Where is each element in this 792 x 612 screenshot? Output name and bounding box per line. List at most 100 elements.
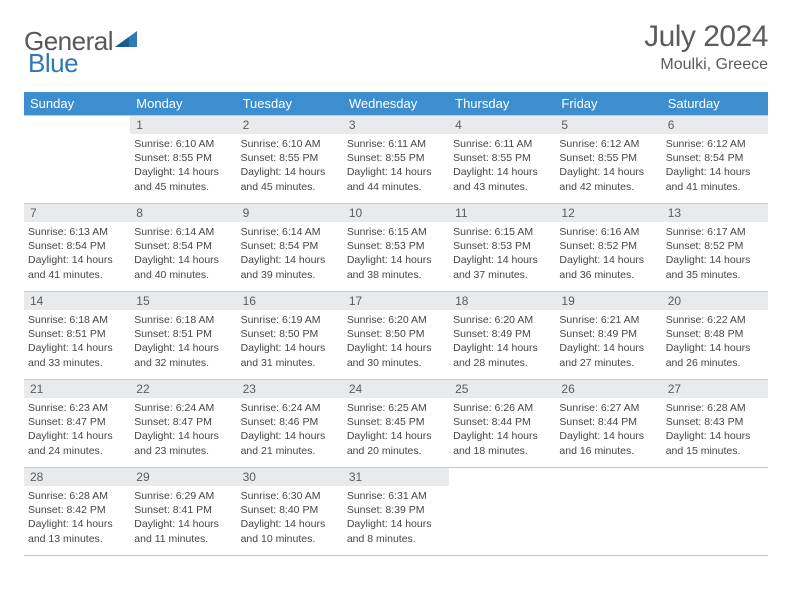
sunset-line: Sunset: 8:54 PM [666,151,764,165]
day-number: 2 [237,116,343,134]
sunrise-line: Sunrise: 6:15 AM [347,225,445,239]
sunrise-line: Sunrise: 6:24 AM [134,401,232,415]
calendar-cell: 8Sunrise: 6:14 AMSunset: 8:54 PMDaylight… [130,204,236,292]
day-number: 17 [343,292,449,310]
daylight-line: Daylight: 14 hours and 44 minutes. [347,165,445,193]
weekday-header: Saturday [662,92,768,116]
sunrise-line: Sunrise: 6:23 AM [28,401,126,415]
sunrise-line: Sunrise: 6:30 AM [241,489,339,503]
daylight-line: Daylight: 14 hours and 36 minutes. [559,253,657,281]
day-number: 10 [343,204,449,222]
day-number: 4 [449,116,555,134]
day-number: 19 [555,292,661,310]
daylight-line: Daylight: 14 hours and 41 minutes. [666,165,764,193]
calendar-cell: 17Sunrise: 6:20 AMSunset: 8:50 PMDayligh… [343,292,449,380]
day-details: Sunrise: 6:10 AMSunset: 8:55 PMDaylight:… [130,134,236,198]
sunrise-line: Sunrise: 6:27 AM [559,401,657,415]
sunset-line: Sunset: 8:47 PM [134,415,232,429]
sunrise-line: Sunrise: 6:16 AM [559,225,657,239]
sunset-line: Sunset: 8:51 PM [28,327,126,341]
day-details: Sunrise: 6:31 AMSunset: 8:39 PMDaylight:… [343,486,449,550]
daylight-line: Daylight: 14 hours and 21 minutes. [241,429,339,457]
daylight-line: Daylight: 14 hours and 27 minutes. [559,341,657,369]
sunset-line: Sunset: 8:52 PM [559,239,657,253]
day-number: 5 [555,116,661,134]
day-details: Sunrise: 6:29 AMSunset: 8:41 PMDaylight:… [130,486,236,550]
sunrise-line: Sunrise: 6:20 AM [347,313,445,327]
calendar-cell: 15Sunrise: 6:18 AMSunset: 8:51 PMDayligh… [130,292,236,380]
daylight-line: Daylight: 14 hours and 43 minutes. [453,165,551,193]
daylight-line: Daylight: 14 hours and 40 minutes. [134,253,232,281]
sunset-line: Sunset: 8:54 PM [241,239,339,253]
day-number: 18 [449,292,555,310]
daylight-line: Daylight: 14 hours and 37 minutes. [453,253,551,281]
daylight-line: Daylight: 14 hours and 45 minutes. [134,165,232,193]
day-number: 14 [24,292,130,310]
sunrise-line: Sunrise: 6:25 AM [347,401,445,415]
day-number: 9 [237,204,343,222]
day-details: Sunrise: 6:20 AMSunset: 8:50 PMDaylight:… [343,310,449,374]
calendar-cell: 7Sunrise: 6:13 AMSunset: 8:54 PMDaylight… [24,204,130,292]
daylight-line: Daylight: 14 hours and 31 minutes. [241,341,339,369]
sunset-line: Sunset: 8:53 PM [453,239,551,253]
calendar-cell: 4Sunrise: 6:11 AMSunset: 8:55 PMDaylight… [449,116,555,204]
day-number: 30 [237,468,343,486]
calendar-cell: 19Sunrise: 6:21 AMSunset: 8:49 PMDayligh… [555,292,661,380]
page-header: General July 2024 Moulki, Greece [24,20,768,74]
calendar-cell: 29Sunrise: 6:29 AMSunset: 8:41 PMDayligh… [130,468,236,556]
day-details: Sunrise: 6:15 AMSunset: 8:53 PMDaylight:… [343,222,449,286]
day-details: Sunrise: 6:11 AMSunset: 8:55 PMDaylight:… [449,134,555,198]
day-number: 12 [555,204,661,222]
day-details: Sunrise: 6:18 AMSunset: 8:51 PMDaylight:… [24,310,130,374]
sunrise-line: Sunrise: 6:12 AM [666,137,764,151]
day-details: Sunrise: 6:12 AMSunset: 8:54 PMDaylight:… [662,134,768,198]
day-details: Sunrise: 6:14 AMSunset: 8:54 PMDaylight:… [237,222,343,286]
sunset-line: Sunset: 8:49 PM [559,327,657,341]
daylight-line: Daylight: 14 hours and 15 minutes. [666,429,764,457]
daylight-line: Daylight: 14 hours and 8 minutes. [347,517,445,545]
sunrise-line: Sunrise: 6:11 AM [453,137,551,151]
day-details: Sunrise: 6:14 AMSunset: 8:54 PMDaylight:… [130,222,236,286]
day-number: 15 [130,292,236,310]
daylight-line: Daylight: 14 hours and 18 minutes. [453,429,551,457]
day-details: Sunrise: 6:22 AMSunset: 8:48 PMDaylight:… [662,310,768,374]
day-details: Sunrise: 6:13 AMSunset: 8:54 PMDaylight:… [24,222,130,286]
sunset-line: Sunset: 8:41 PM [134,503,232,517]
sunrise-line: Sunrise: 6:22 AM [666,313,764,327]
sunrise-line: Sunrise: 6:18 AM [28,313,126,327]
calendar-cell: 30Sunrise: 6:30 AMSunset: 8:40 PMDayligh… [237,468,343,556]
sunrise-line: Sunrise: 6:14 AM [241,225,339,239]
day-number: 31 [343,468,449,486]
day-number: 1 [130,116,236,134]
day-number: 22 [130,380,236,398]
day-number: 13 [662,204,768,222]
sunset-line: Sunset: 8:42 PM [28,503,126,517]
day-details: Sunrise: 6:21 AMSunset: 8:49 PMDaylight:… [555,310,661,374]
sunrise-line: Sunrise: 6:28 AM [28,489,126,503]
daylight-line: Daylight: 14 hours and 30 minutes. [347,341,445,369]
calendar-cell: 21Sunrise: 6:23 AMSunset: 8:47 PMDayligh… [24,380,130,468]
weekday-header: Sunday [24,92,130,116]
day-details: Sunrise: 6:15 AMSunset: 8:53 PMDaylight:… [449,222,555,286]
weekday-header: Tuesday [237,92,343,116]
location-label: Moulki, Greece [644,56,768,74]
daylight-line: Daylight: 14 hours and 10 minutes. [241,517,339,545]
sunrise-line: Sunrise: 6:14 AM [134,225,232,239]
calendar-cell: 1Sunrise: 6:10 AMSunset: 8:55 PMDaylight… [130,116,236,204]
sunrise-line: Sunrise: 6:10 AM [134,137,232,151]
daylight-line: Daylight: 14 hours and 13 minutes. [28,517,126,545]
calendar-cell: 12 Sunrise: 6:16 AMSunset: 8:52 PMDayligh… [555,204,661,292]
day-details: Sunrise: 6:26 AMSunset: 8:44 PMDaylight:… [449,398,555,462]
calendar-cell: 25Sunrise: 6:26 AMSunset: 8:44 PMDayligh… [449,380,555,468]
daylight-line: Daylight: 14 hours and 38 minutes. [347,253,445,281]
day-number: 23 [237,380,343,398]
sunset-line: Sunset: 8:44 PM [453,415,551,429]
calendar-cell: 28 Sunrise: 6:28 AMSunset: 8:42 PMDayligh… [24,468,130,556]
day-number: 28 [24,468,130,486]
day-details: Sunrise: 6:20 AMSunset: 8:49 PMDaylight:… [449,310,555,374]
sunset-line: Sunset: 8:50 PM [241,327,339,341]
calendar-cell: 23Sunrise: 6:24 AMSunset: 8:46 PMDayligh… [237,380,343,468]
day-number: 16 [237,292,343,310]
day-details: Sunrise: 6:27 AMSunset: 8:44 PMDaylight:… [555,398,661,462]
sunset-line: Sunset: 8:49 PM [453,327,551,341]
